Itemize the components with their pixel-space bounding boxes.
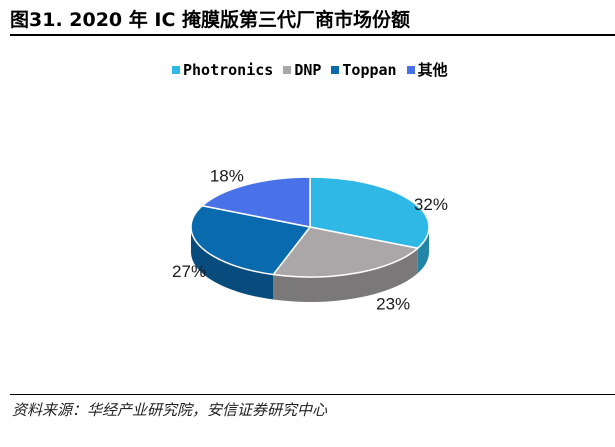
data-label-photronics: 32% — [414, 195, 448, 214]
legend-swatch-photronics — [172, 65, 180, 74]
data-label-others: 18% — [210, 166, 244, 185]
pie-slice-others — [201, 176, 311, 228]
legend-item-others: 其他 — [406, 59, 448, 80]
data-label-toppan: 27% — [172, 262, 206, 281]
source-divider — [10, 394, 615, 395]
title-divider — [10, 34, 615, 36]
pie-side-toppan — [191, 227, 274, 300]
legend-item-photronics: Photronics — [172, 61, 273, 79]
pie-slice-dnp — [272, 226, 419, 278]
legend-label-toppan: Toppan — [342, 60, 397, 79]
data-label-dnp: 23% — [376, 295, 410, 314]
legend-label-photronics: Photronics — [183, 60, 274, 79]
pie-slice-photronics — [309, 176, 430, 250]
legend-item-toppan: Toppan — [331, 60, 397, 79]
legend-label-dnp: DNP — [294, 60, 322, 79]
legend-label-others: 其他 — [417, 61, 448, 79]
legend-swatch-toppan — [331, 65, 340, 74]
legend-swatch-others — [406, 65, 415, 74]
source-note: 资料来源：华经产业研究院，安信证券研究中心 — [12, 401, 328, 419]
legend-item-dnp: DNP — [283, 61, 321, 79]
legend-swatch-dnp — [283, 65, 292, 74]
figure-title: 图31. 2020 年 IC 掩膜版第三代厂商市场份额 — [10, 9, 411, 31]
chart-legend: Photronics DNP Toppan 其他 — [172, 59, 458, 80]
pie-slice-toppan — [190, 204, 311, 276]
